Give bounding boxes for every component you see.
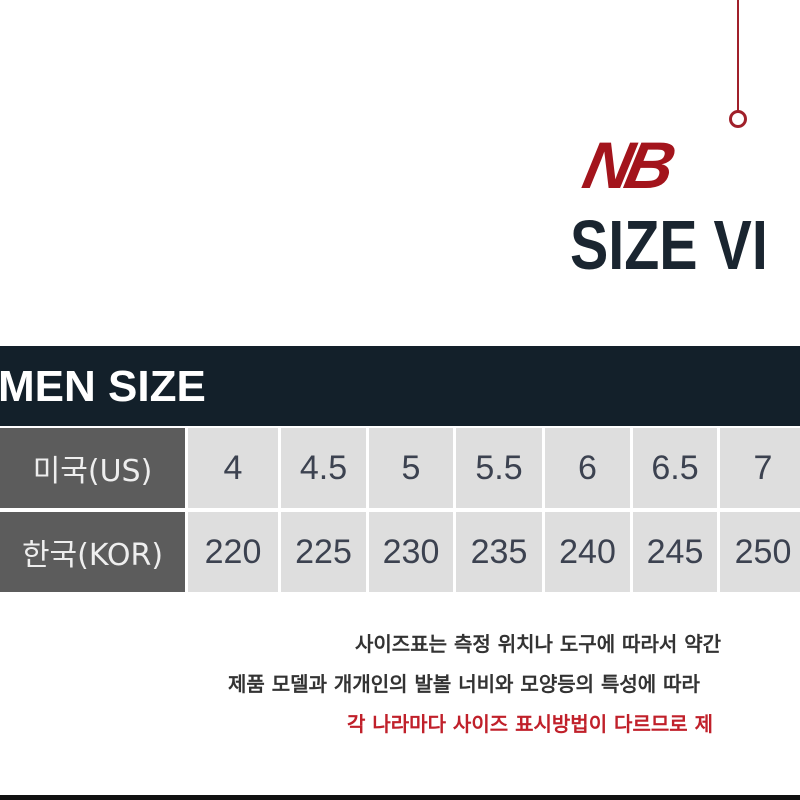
size-cell: 240 <box>545 512 630 592</box>
bottom-border <box>0 795 800 800</box>
size-cell: 4 <box>188 428 278 508</box>
size-cell: 230 <box>369 512 453 592</box>
size-cell: 250 <box>720 512 800 592</box>
size-cell: 7 <box>720 428 800 508</box>
note-line-3-warning: 각 나라마다 사이즈 표시방법이 다르므로 제 <box>347 712 714 736</box>
row-label: 미국(US) <box>0 428 185 508</box>
nb-logo: NB <box>577 128 677 202</box>
size-cell: 4.5 <box>281 428 366 508</box>
size-cell: 245 <box>633 512 717 592</box>
size-cell: 6 <box>545 428 630 508</box>
note-line-1: 사이즈표는 측정 위치나 도구에 따라서 약간 <box>355 632 722 656</box>
hanger-ring-icon <box>729 110 747 128</box>
size-cell: 5.5 <box>456 428 542 508</box>
table-title: MEN SIZE <box>0 362 206 411</box>
size-cell: 235 <box>456 512 542 592</box>
size-cell: 5 <box>369 428 453 508</box>
size-cell: 225 <box>281 512 366 592</box>
size-cell: 6.5 <box>633 428 717 508</box>
size-cell: 220 <box>188 512 278 592</box>
note-line-2: 제품 모델과 개개인의 발볼 너비와 모양등의 특성에 따라 <box>228 672 700 696</box>
row-label: 한국(KOR) <box>0 512 185 592</box>
table-header: MEN SIZE <box>0 346 800 426</box>
hanger-line <box>737 0 739 112</box>
page-title: SIZE VI <box>570 206 768 284</box>
